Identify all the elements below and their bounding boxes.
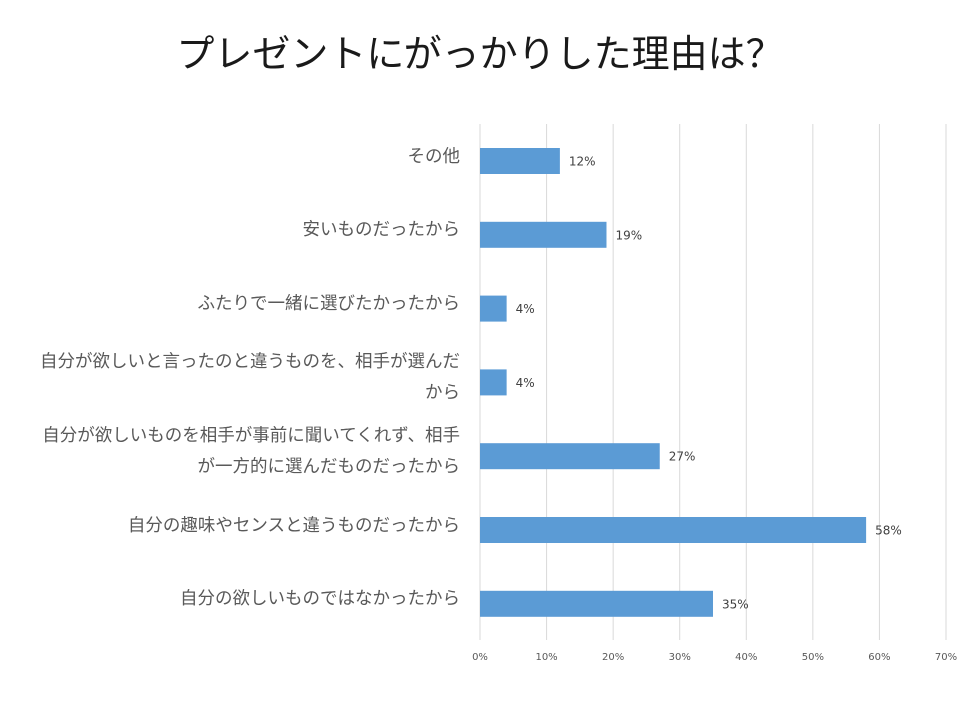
category-label-line: 自分の欲しいものではなかったから bbox=[180, 589, 460, 610]
category-label-line: が一方的に選んだものだったから bbox=[197, 457, 461, 478]
category-label: 自分の趣味やセンスと違うものだったから bbox=[6, 511, 460, 542]
bar bbox=[480, 148, 560, 174]
x-tick-label: 30% bbox=[669, 652, 691, 663]
category-label: 自分が欲しいものを相手が事前に聞いてくれず、相手が一方的に選んだものだったから bbox=[6, 421, 460, 483]
x-tick-label: 60% bbox=[868, 652, 890, 663]
x-tick-label: 50% bbox=[802, 652, 824, 663]
bar-value-label: 58% bbox=[875, 524, 902, 538]
bar bbox=[480, 443, 660, 470]
category-label-line: 安いものだったから bbox=[302, 220, 461, 241]
category-label: 安いものだったから bbox=[6, 215, 461, 246]
category-label-line: 自分が欲しいと言ったのと違うものを、相手が選んだ bbox=[40, 352, 460, 373]
bar bbox=[480, 369, 507, 396]
category-label-line: 自分の趣味やセンスと違うものだったから bbox=[127, 515, 460, 536]
category-label: ふたりで一緒に選びたかったから bbox=[6, 289, 461, 320]
bar-value-label: 4% bbox=[516, 376, 535, 390]
bar-value-label: 12% bbox=[569, 155, 596, 169]
category-label-line: 自分が欲しいものを相手が事前に聞いてくれず、相手 bbox=[42, 426, 460, 447]
bar bbox=[480, 590, 713, 617]
category-label: 自分が欲しいと言ったのと違うものを、相手が選んだから bbox=[6, 347, 460, 409]
category-label: その他 bbox=[6, 142, 461, 173]
bar bbox=[480, 295, 507, 322]
category-label-line: その他 bbox=[407, 146, 461, 167]
category-label-line: から bbox=[425, 383, 460, 404]
chart-title: プレゼントにがっかりした理由は？ bbox=[176, 32, 784, 76]
x-tick-label: 10% bbox=[535, 652, 557, 663]
category-label-line: ふたりで一緒に選びたかったから bbox=[197, 294, 461, 315]
x-tick-label: 20% bbox=[602, 652, 624, 663]
x-tick-label: 40% bbox=[735, 652, 757, 663]
x-tick-label: 70% bbox=[935, 652, 957, 663]
bar-value-label: 35% bbox=[722, 597, 749, 611]
bar-value-label: 19% bbox=[615, 228, 642, 242]
bar-value-label: 27% bbox=[669, 450, 696, 464]
category-label: 自分の欲しいものではなかったから bbox=[6, 584, 460, 615]
bar bbox=[480, 221, 607, 248]
bar-value-label: 4% bbox=[516, 302, 535, 316]
bar bbox=[480, 517, 867, 543]
x-tick-label: 0% bbox=[472, 652, 488, 663]
